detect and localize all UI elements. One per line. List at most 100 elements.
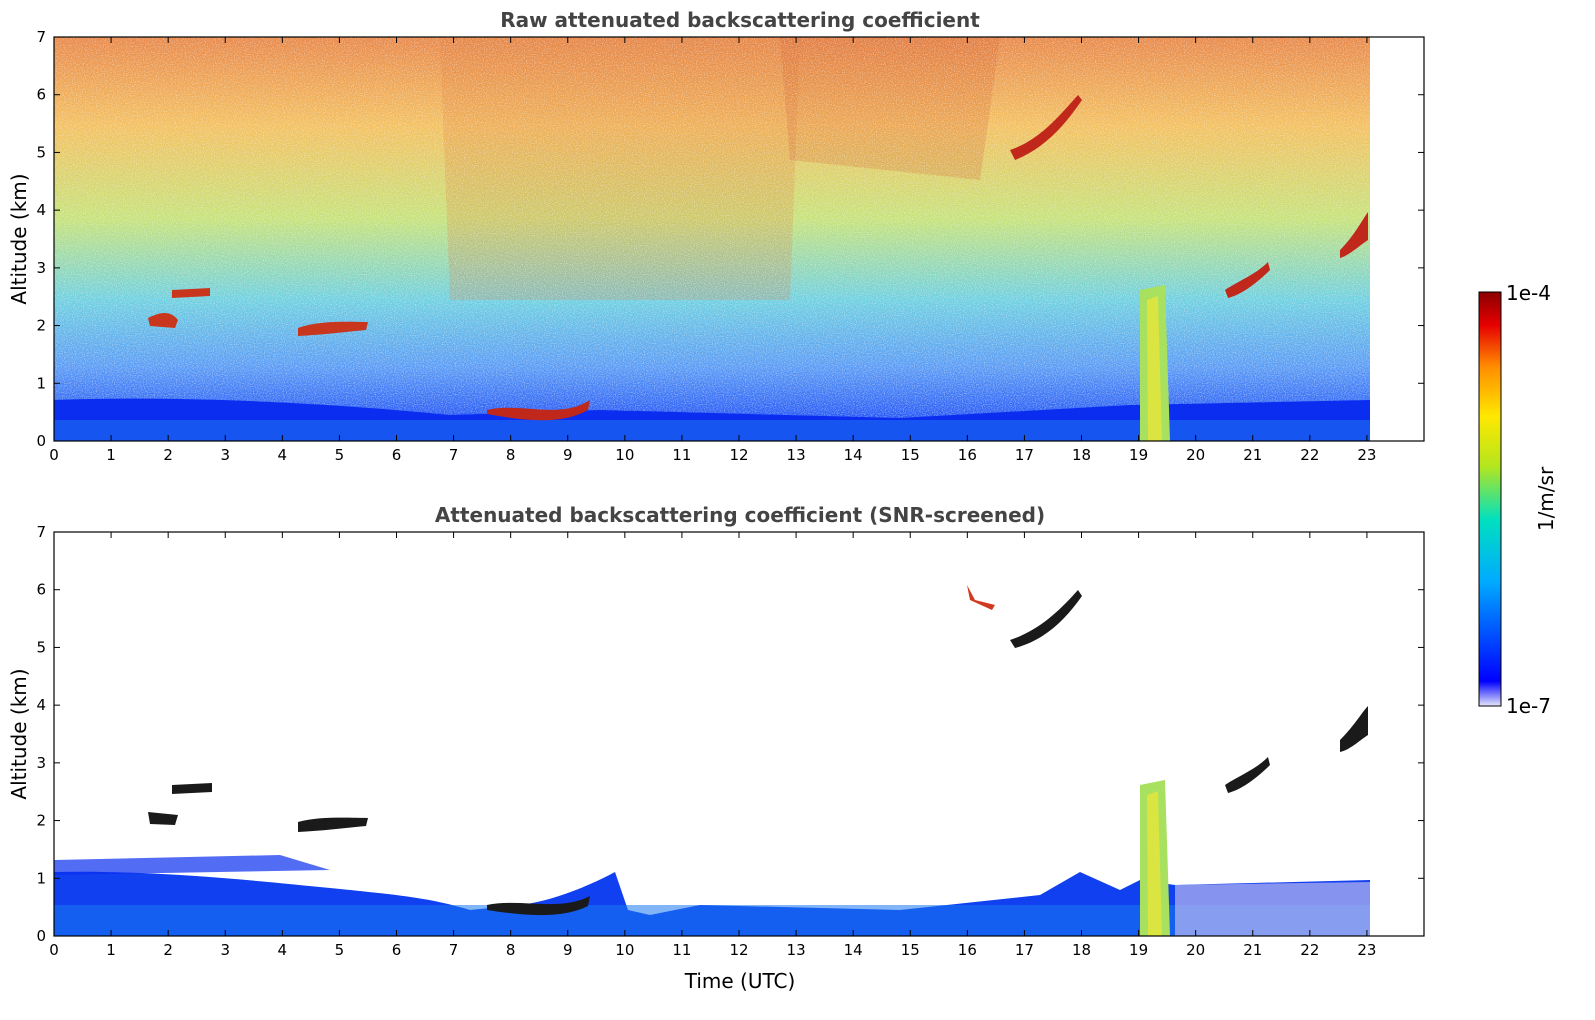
x-tick-label: 19: [1129, 446, 1148, 464]
bottom-panel-title: Attenuated backscattering coefficient (S…: [435, 503, 1045, 527]
x-tick-label: 15: [901, 941, 920, 959]
colorbar-max-label: 1e-4: [1506, 281, 1551, 305]
screened-cloud-2: [148, 812, 178, 825]
x-tick-label: 14: [844, 941, 863, 959]
cloud-2: [148, 313, 178, 328]
top-x-axis: 0 1 2 3 4 5 6 7 8 9 10 11 12 13 14 15 16 17 18 19 20 21 22 23: [49, 37, 1376, 464]
cloud-7: [1225, 262, 1270, 298]
colorbar: 1e-4 1e-7 1/m/sr: [1478, 281, 1558, 718]
y-tick-label: 7: [36, 523, 46, 541]
x-tick-label: 3: [220, 941, 230, 959]
x-tick-label: 15: [901, 446, 920, 464]
x-axis-label: Time (UTC): [684, 969, 796, 993]
x-tick-label: 22: [1300, 941, 1319, 959]
x-tick-label: 18: [1072, 941, 1091, 959]
x-tick-label: 17: [1015, 446, 1034, 464]
x-tick-label: 16: [958, 446, 977, 464]
y-tick-label: 7: [36, 28, 46, 46]
x-tick-label: 0: [49, 446, 59, 464]
x-tick-label: 8: [506, 941, 516, 959]
x-tick-label: 23: [1357, 446, 1376, 464]
bottom-heatmap: [54, 585, 1370, 936]
x-tick-label: 5: [335, 446, 345, 464]
x-tick-label: 17: [1015, 941, 1034, 959]
boundary-layer-base: [54, 420, 1370, 441]
cloud-6: [1340, 212, 1368, 258]
screened-cloud-4: [298, 817, 368, 832]
x-tick-label: 6: [392, 446, 402, 464]
y-tick-label: 5: [36, 143, 46, 161]
x-tick-label: 12: [729, 941, 748, 959]
noise-speckle: [54, 37, 1370, 441]
y-tick-label: 5: [36, 638, 46, 656]
x-tick-label: 23: [1357, 941, 1376, 959]
x-tick-label: 16: [958, 941, 977, 959]
bottom-plot-frame: [53, 531, 1425, 937]
x-tick-label: 6: [392, 941, 402, 959]
cloud-3: [172, 288, 210, 298]
colorbar-unit-label: 1/m/sr: [1534, 466, 1558, 531]
x-tick-label: 2: [163, 941, 173, 959]
x-tick-label: 7: [449, 941, 459, 959]
screened-boundary-layer-base: [54, 905, 1370, 936]
y-tick-label: 2: [36, 317, 46, 335]
y-tick-label: 4: [36, 201, 46, 219]
y-tick-label: 0: [36, 927, 46, 945]
screened-lowsignal-region: [1175, 882, 1370, 936]
screened-cloud-3: [172, 783, 212, 794]
x-tick-label: 1: [106, 446, 116, 464]
x-tick-label: 0: [49, 941, 59, 959]
x-tick-label: 11: [672, 446, 691, 464]
x-tick-label: 11: [672, 941, 691, 959]
x-tick-label: 9: [563, 446, 573, 464]
x-tick-label: 9: [563, 941, 573, 959]
x-tick-label: 13: [787, 446, 806, 464]
x-tick-label: 7: [449, 446, 459, 464]
y-tick-label: 1: [36, 869, 46, 887]
top-y-axis-label: Altitude (km): [7, 173, 31, 304]
y-tick-label: 6: [36, 86, 46, 104]
screened-precip-shaft-core: [1147, 791, 1162, 936]
y-tick-label: 3: [36, 259, 46, 277]
colorbar-gradient: [1478, 291, 1502, 707]
y-tick-label: 3: [36, 754, 46, 772]
x-tick-label: 22: [1300, 446, 1319, 464]
x-tick-label: 14: [844, 446, 863, 464]
x-tick-label: 20: [1186, 941, 1205, 959]
top-panel-title: Raw attenuated backscattering coefficien…: [500, 8, 980, 32]
precip-shaft-core: [1147, 296, 1162, 441]
screened-cloud-8: [967, 585, 995, 610]
x-tick-label: 4: [278, 941, 288, 959]
x-tick-label: 21: [1243, 446, 1262, 464]
x-tick-label: 8: [506, 446, 516, 464]
y-tick-label: 6: [36, 581, 46, 599]
top-heatmap: [54, 37, 1370, 441]
x-tick-label: 13: [787, 941, 806, 959]
x-tick-label: 10: [615, 941, 634, 959]
x-tick-label: 19: [1129, 941, 1148, 959]
x-tick-label: 12: [729, 446, 748, 464]
x-tick-label: 10: [615, 446, 634, 464]
bottom-y-axis-label: Altitude (km): [7, 668, 31, 799]
bottom-y-axis: 0 1 2 3 4 5 6 7: [36, 523, 1424, 945]
cloud-4: [298, 321, 368, 336]
top-y-axis: 0 1 2 3 4 5 6 7: [36, 28, 1424, 450]
y-tick-label: 2: [36, 812, 46, 830]
cloud-5: [1010, 95, 1082, 160]
colorbar-min-label: 1e-7: [1506, 694, 1551, 718]
screened-cloud-7: [1225, 757, 1270, 793]
cloud-1: [487, 400, 590, 421]
x-tick-label: 18: [1072, 446, 1091, 464]
x-tick-label: 2: [163, 446, 173, 464]
screened-cloud-6: [1340, 706, 1368, 752]
y-tick-label: 0: [36, 432, 46, 450]
x-tick-label: 5: [335, 941, 345, 959]
x-tick-label: 4: [278, 446, 288, 464]
x-tick-label: 3: [220, 446, 230, 464]
screened-cloud-5: [1010, 590, 1082, 648]
x-tick-label: 1: [106, 941, 116, 959]
y-tick-label: 4: [36, 696, 46, 714]
x-tick-label: 20: [1186, 446, 1205, 464]
screened-cloud-1: [487, 896, 590, 916]
